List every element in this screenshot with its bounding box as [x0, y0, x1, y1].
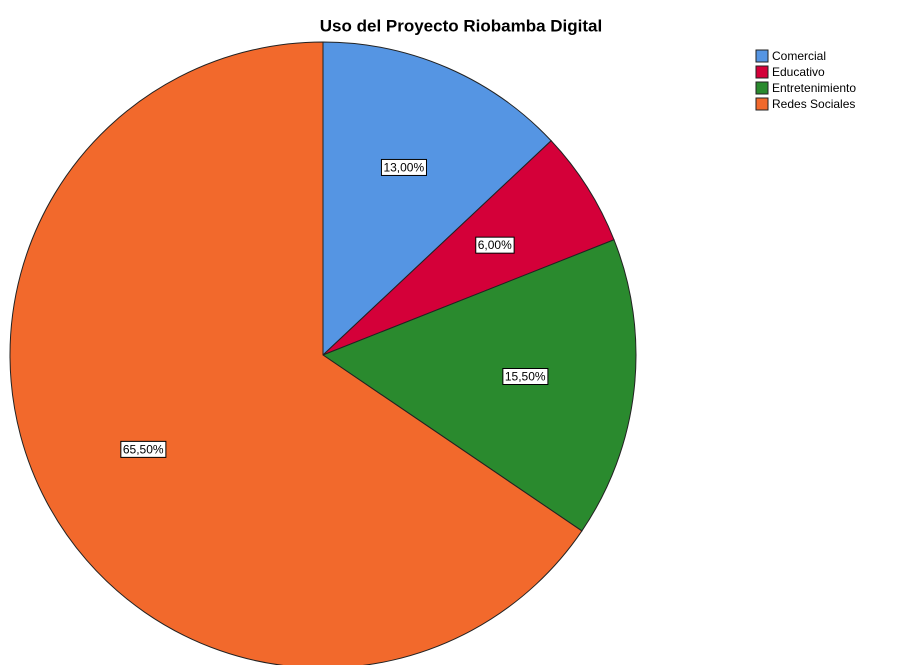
data-label-text: 15,50% — [505, 369, 546, 383]
data-label: 13,00% — [380, 158, 427, 176]
pie-slice — [321, 239, 637, 532]
legend-label: Educativo — [772, 65, 825, 79]
legend-swatch — [755, 49, 769, 63]
data-label: 15,50% — [502, 367, 549, 385]
legend-swatch — [755, 97, 769, 111]
legend-label: Entretenimiento — [772, 81, 856, 95]
data-label-text: 13,00% — [383, 160, 424, 174]
pie-slice — [322, 41, 552, 357]
data-label-box — [502, 367, 549, 385]
pie-slice — [9, 41, 583, 665]
legend-swatch — [755, 81, 769, 95]
data-label-text: 6,00% — [478, 238, 512, 252]
legend-swatch — [755, 65, 769, 79]
chart-title: Uso del Proyecto Riobamba Digital — [320, 16, 602, 35]
data-label: 65,50% — [120, 440, 167, 458]
data-label-text: 65,50% — [123, 442, 164, 456]
legend-label: Redes Sociales — [772, 97, 855, 111]
data-label: 6,00% — [475, 236, 515, 254]
data-label-box — [475, 236, 515, 254]
data-label-box — [380, 158, 427, 176]
data-label-box — [120, 440, 167, 458]
pie-slice — [322, 140, 615, 356]
legend-label: Comercial — [772, 49, 826, 63]
